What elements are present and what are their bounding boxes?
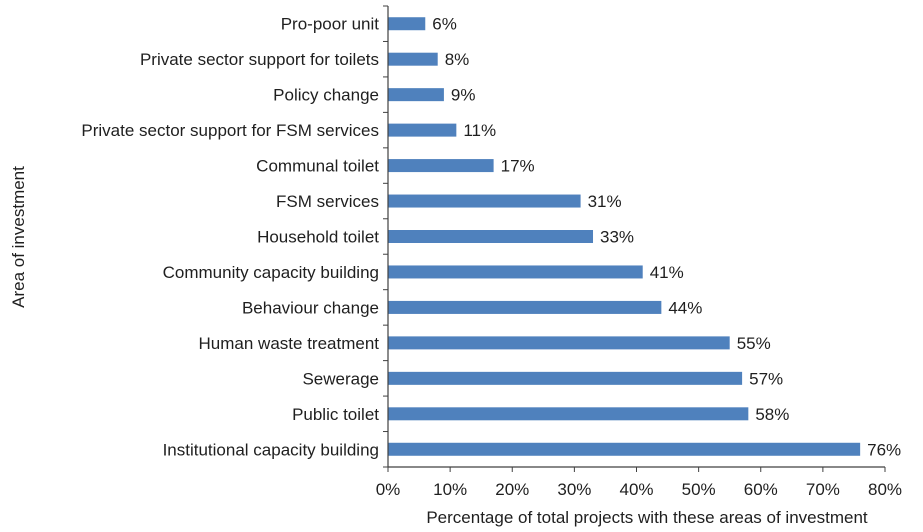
category-label: Pro-poor unit (281, 15, 380, 34)
x-tick-label: 50% (682, 480, 716, 499)
x-tick-label: 10% (433, 480, 467, 499)
x-tick-label: 70% (806, 480, 840, 499)
x-axis-title: Percentage of total projects with these … (426, 508, 868, 527)
category-label: Private sector support for toilets (140, 50, 379, 69)
value-labels: 6% 8% 9% 11% 17% 31% 33% 41% 44% 55% 57% 58% 76% (432, 15, 901, 460)
bar-private-sector-support-for-toilets (388, 52, 438, 66)
value-label: 76% (867, 440, 901, 459)
x-tick-label: 40% (619, 480, 653, 499)
bar-community-capacity-building (388, 265, 643, 279)
category-label: Private sector support for FSM services (81, 121, 379, 140)
category-label: Human waste treatment (199, 334, 380, 353)
bar-behaviour-change (388, 300, 662, 314)
category-label: Community capacity building (163, 263, 379, 282)
category-label: Policy change (273, 86, 379, 105)
y-axis-title: Area of investment (9, 166, 28, 308)
bar-policy-change (388, 88, 444, 102)
x-tick-label: 20% (495, 480, 529, 499)
bar-fsm-services (388, 194, 581, 208)
bar-private-sector-support-for-fsm-services (388, 123, 457, 137)
category-label: FSM services (276, 192, 379, 211)
category-label: Household toilet (257, 228, 379, 247)
axes-layer (383, 5, 886, 472)
category-label: Behaviour change (242, 298, 379, 317)
bar-institutional-capacity-building (388, 442, 861, 456)
value-label: 33% (600, 228, 634, 247)
value-label: 57% (749, 369, 783, 388)
x-tick-label: 80% (868, 480, 902, 499)
x-tick-label: 30% (557, 480, 591, 499)
value-label: 31% (588, 192, 622, 211)
value-label: 6% (432, 15, 457, 34)
bar-public-toilet (388, 407, 749, 421)
value-label: 55% (737, 334, 771, 353)
bars-layer (388, 17, 861, 456)
category-label: Institutional capacity building (163, 440, 379, 459)
value-label: 11% (463, 121, 496, 140)
category-labels: Pro-poor unit Private sector support for … (81, 15, 379, 460)
category-label: Public toilet (292, 405, 379, 424)
value-label: 17% (501, 157, 535, 176)
category-label: Communal toilet (256, 157, 379, 176)
bar-communal-toilet (388, 159, 494, 173)
value-label: 44% (668, 298, 702, 317)
bar-sewerage (388, 371, 743, 385)
x-tick-labels: 0% 10% 20% 30% 40% 50% 60% 70% 80% (376, 480, 902, 499)
x-tick-label: 60% (744, 480, 778, 499)
value-label: 58% (755, 405, 789, 424)
value-label: 9% (451, 86, 476, 105)
bar-human-waste-treatment (388, 336, 730, 350)
value-label: 41% (650, 263, 684, 282)
bar-household-toilet (388, 230, 594, 243)
bar-pro-poor-unit (388, 17, 426, 31)
value-label: 8% (445, 50, 470, 69)
x-tick-label: 0% (376, 480, 401, 499)
category-label: Sewerage (302, 369, 379, 388)
